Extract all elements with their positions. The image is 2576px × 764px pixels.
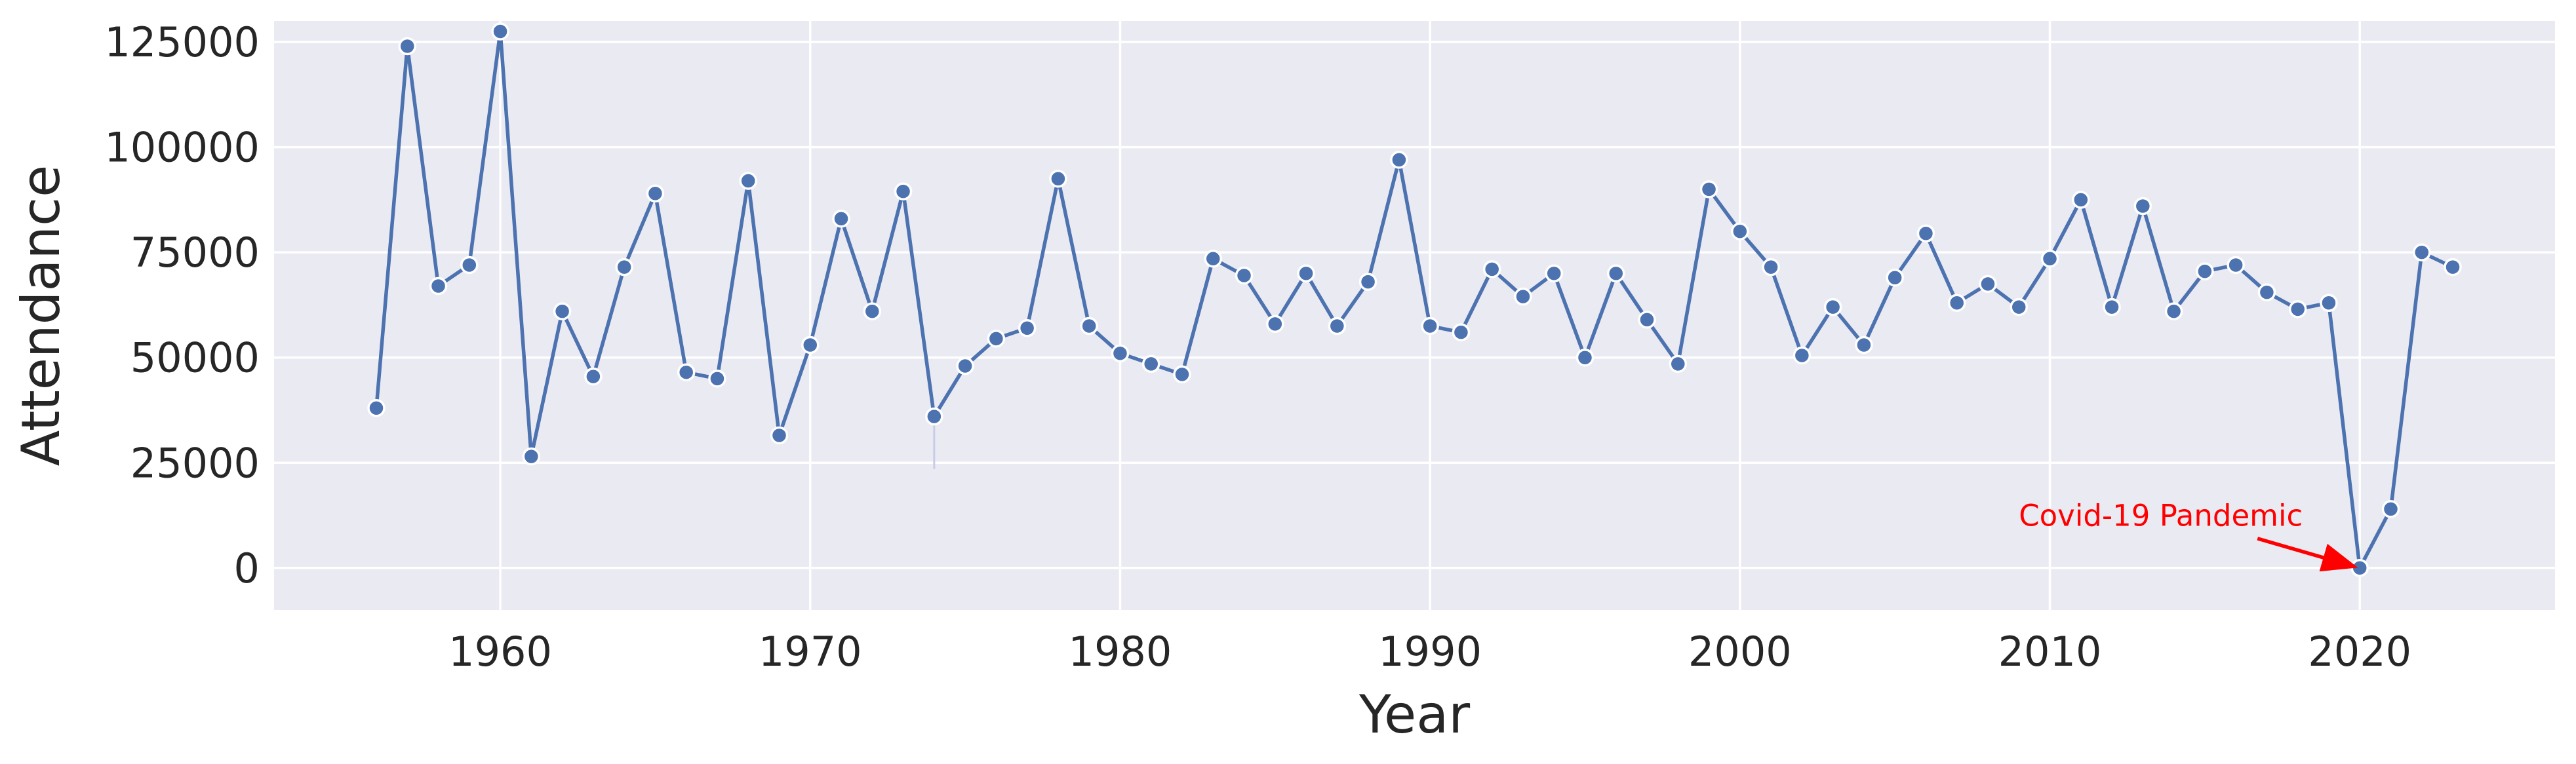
data-point (522, 447, 541, 466)
series-layer (367, 22, 2462, 577)
data-point (1080, 316, 1098, 335)
data-point (1297, 264, 1315, 283)
x-tick-label: 1970 (759, 628, 862, 676)
data-point (398, 37, 417, 56)
y-tick-label: 50000 (130, 334, 260, 382)
annotation-arrow (2257, 537, 2358, 572)
data-point (2040, 250, 2059, 268)
data-point (1049, 170, 1067, 188)
y-tick-label: 75000 (130, 229, 260, 277)
data-point (894, 182, 913, 201)
x-tick-label: 2000 (1688, 628, 1792, 676)
data-point (1916, 224, 1935, 243)
data-point (2227, 256, 2245, 275)
data-point (2133, 197, 2152, 216)
y-axis-label: Attendance (10, 165, 71, 467)
data-point (925, 407, 943, 426)
data-point (1235, 266, 1254, 285)
data-point (677, 363, 696, 381)
data-point (1855, 335, 1873, 354)
data-point (1979, 275, 1997, 294)
x-tick-labels: 1960 1970 1980 1990 2000 2010 2020 (448, 628, 2411, 676)
data-point (615, 258, 633, 277)
annotation-layer: Covid-19 Pandemic (2019, 499, 2358, 572)
x-tick-label: 1990 (1378, 628, 1482, 676)
data-point (2412, 243, 2431, 261)
data-point (1514, 287, 1532, 306)
y-tick-label: 125000 (104, 18, 260, 66)
x-tick-label: 2010 (1998, 628, 2102, 676)
data-point (1823, 297, 1842, 316)
y-tick-label: 25000 (130, 439, 260, 487)
data-point (1545, 264, 1563, 283)
data-point (1111, 344, 1130, 363)
data-point (429, 277, 448, 296)
data-point (1638, 311, 1656, 329)
data-point (2288, 300, 2307, 318)
data-point (2320, 294, 2338, 312)
data-point (863, 302, 882, 320)
x-axis-label: Year (1358, 684, 1470, 745)
data-point (2350, 559, 2369, 577)
data-point (2257, 283, 2276, 301)
data-point (584, 367, 603, 386)
data-point (2196, 262, 2214, 280)
data-point (1793, 346, 1812, 365)
data-point (2010, 297, 2028, 316)
data-point (739, 172, 757, 190)
data-point (2072, 191, 2090, 209)
data-point (2444, 258, 2462, 277)
y-tick-labels: 0 25000 50000 75000 100000 125000 (104, 18, 260, 592)
data-point (1141, 354, 1160, 373)
data-point (770, 426, 789, 445)
data-point (491, 22, 509, 41)
data-point (987, 330, 1006, 348)
data-point (2381, 500, 2400, 518)
annotation-text: Covid-19 Pandemic (2019, 499, 2303, 533)
x-tick-label: 2020 (2308, 628, 2411, 676)
data-point (367, 399, 386, 417)
data-point (801, 335, 820, 354)
data-point (1421, 316, 1439, 335)
data-point (1575, 348, 1595, 367)
data-point (1328, 316, 1347, 335)
data-point (2164, 302, 2183, 320)
data-point (1606, 264, 1625, 283)
data-point (1358, 273, 1377, 291)
data-point (1173, 365, 1191, 384)
x-tick-label: 1980 (1069, 628, 1172, 676)
data-point (2103, 297, 2121, 316)
data-point (553, 302, 572, 320)
y-tick-label: 0 (234, 544, 260, 592)
data-point (1699, 180, 1718, 199)
data-point (1018, 319, 1037, 337)
data-point (708, 370, 726, 388)
x-tick-label: 1960 (448, 628, 552, 676)
data-point (1390, 151, 1408, 169)
data-point (1886, 268, 1904, 287)
data-point (1452, 323, 1471, 341)
data-point (460, 256, 479, 275)
y-tick-label: 100000 (104, 124, 260, 172)
series-line (374, 29, 2454, 570)
data-point (832, 210, 850, 228)
data-point (1482, 260, 1501, 278)
data-point (1266, 315, 1284, 334)
data-point (1762, 258, 1780, 277)
data-point (1204, 250, 1223, 268)
data-point (1669, 354, 1688, 373)
data-point (1947, 294, 1966, 312)
data-point (956, 356, 974, 375)
data-point (1731, 222, 1749, 240)
data-point (646, 184, 665, 203)
